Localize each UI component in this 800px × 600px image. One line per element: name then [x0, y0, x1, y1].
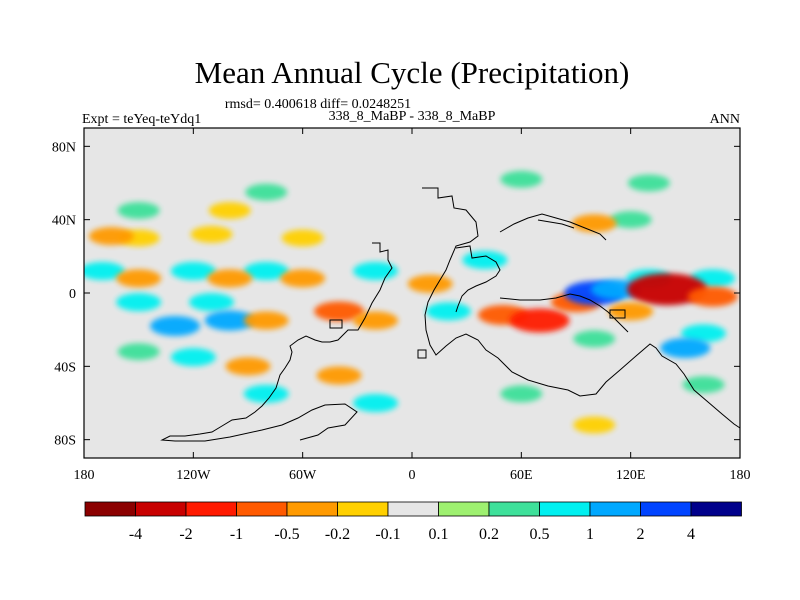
- colorbar-label: 4: [687, 526, 695, 543]
- y-axis: 80N 40N 0 40S 80S: [52, 140, 740, 449]
- anomaly-patch: [353, 262, 399, 280]
- anomaly-patch: [84, 262, 125, 280]
- anomaly-patch: [571, 214, 617, 233]
- x-tick-label: 60W: [289, 468, 317, 483]
- anomaly-patch: [462, 251, 508, 269]
- anomaly-patch: [591, 279, 642, 300]
- season-label: ANN: [710, 112, 740, 127]
- anomaly-patch: [627, 174, 670, 192]
- anomaly-patch: [281, 229, 324, 247]
- anomaly-patch: [682, 376, 725, 394]
- y-tick-label: 80N: [52, 140, 76, 155]
- colorbar-box: [438, 501, 490, 517]
- colorbar-label: 0.5: [530, 526, 550, 543]
- colorbar-box: [185, 501, 237, 517]
- x-axis: 180 120W 60W 0 60E 120E 180: [74, 128, 751, 483]
- anomaly-patch: [687, 286, 738, 307]
- x-tick-label: 0: [409, 468, 416, 483]
- anomaly-patch: [407, 274, 453, 293]
- case-label: 338_8_MaBP - 338_8_MaBP: [329, 109, 496, 124]
- colorbar-label: 0.2: [479, 526, 499, 543]
- anomaly-patch: [190, 225, 233, 243]
- anomaly-patch: [245, 183, 288, 201]
- stats-label: rmsd= 0.400618 diff= 0.0248251: [225, 97, 411, 112]
- anomaly-patch: [207, 269, 253, 288]
- colorbar-box: [387, 501, 439, 517]
- anomaly-patch: [353, 311, 399, 330]
- y-tick-label: 40S: [54, 360, 76, 375]
- anomaly-patch: [189, 293, 235, 312]
- y-tick-label: 0: [69, 287, 76, 302]
- anomaly-patch: [353, 394, 399, 412]
- colorbar-label: -4: [129, 526, 142, 543]
- colorbar-label: -0.1: [375, 526, 400, 543]
- small-islands-outline: [329, 309, 626, 359]
- colorbar-label: -1: [230, 526, 243, 543]
- y-tick-label: 80S: [54, 434, 76, 449]
- anomaly-patch: [243, 311, 289, 330]
- anomaly-patch: [314, 301, 365, 322]
- anomaly-patch: [117, 202, 160, 219]
- anomaly-patch: [225, 357, 271, 376]
- colorbar: -4 -2 -1 -0.5 -0.2 -0.1 0.1 0.2 0.5 1 2 4: [84, 501, 742, 543]
- x-tick-label: 120E: [616, 468, 646, 483]
- asia-outline: [455, 213, 629, 333]
- anomaly-patch: [573, 330, 616, 348]
- experiment-label: Expt = teYeq-teYdq1: [82, 112, 201, 127]
- colorbar-label: 1: [586, 526, 594, 543]
- colorbar-box: [690, 501, 742, 517]
- colorbar-box: [589, 501, 641, 517]
- continent-outlines: [160, 187, 741, 442]
- x-tick-label: 120W: [176, 468, 211, 483]
- anomaly-patch: [150, 316, 201, 336]
- anomaly-patch: [500, 385, 543, 403]
- colorbar-box: [236, 501, 288, 517]
- chart-title: Mean Annual Cycle (Precipitation): [195, 55, 630, 90]
- anomaly-patch: [88, 227, 134, 246]
- anomaly-patch: [243, 262, 289, 280]
- anomaly-patch: [116, 293, 162, 312]
- anomaly-patch: [509, 308, 570, 333]
- colorbar-label: -2: [179, 526, 192, 543]
- anomaly-patch: [573, 416, 616, 434]
- anomaly-patch: [116, 269, 162, 288]
- anomaly-patch: [204, 310, 255, 331]
- anomaly-patch: [280, 269, 326, 288]
- anomaly-patch: [170, 348, 216, 367]
- x-tick-label: 180: [730, 468, 751, 483]
- anomaly-patch: [243, 384, 289, 403]
- anomaly-patch: [208, 202, 251, 219]
- x-tick-label: 180: [74, 468, 95, 483]
- colorbar-box: [539, 501, 591, 517]
- anomaly-patch: [425, 302, 471, 321]
- colorbar-box: [488, 501, 540, 517]
- anomaly-patch: [500, 170, 543, 188]
- anomaly-patch: [117, 343, 160, 361]
- africa-europe-outline: [160, 187, 741, 442]
- colorbar-box: [84, 501, 136, 517]
- y-tick-label: 40N: [52, 214, 76, 229]
- colorbar-label: 2: [637, 526, 645, 543]
- colorbar-box: [286, 501, 338, 517]
- anomaly-patch: [609, 211, 652, 229]
- x-tick-label: 60E: [510, 468, 533, 483]
- anomaly-patch: [170, 262, 216, 280]
- colorbar-label: -0.5: [274, 526, 299, 543]
- colorbar-box: [135, 501, 187, 517]
- anomaly-patch: [681, 324, 727, 343]
- anomaly-patch: [627, 273, 708, 306]
- anomaly-patch: [316, 366, 362, 385]
- colorbar-label: 0.1: [429, 526, 449, 543]
- colorbar-box: [640, 501, 692, 517]
- anomaly-patch: [660, 338, 711, 358]
- colorbar-label: -0.2: [325, 526, 350, 543]
- anomaly-patch: [608, 302, 654, 321]
- colorbar-box: [337, 501, 389, 517]
